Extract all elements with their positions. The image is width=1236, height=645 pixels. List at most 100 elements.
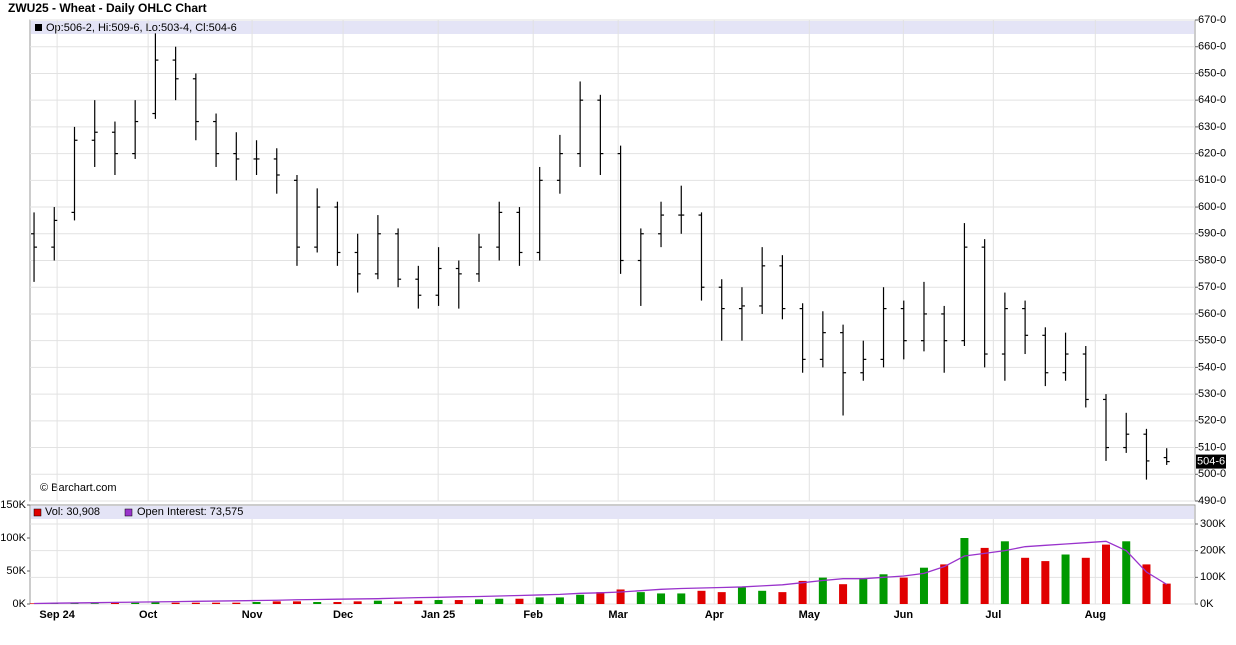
volume-bar <box>657 593 666 604</box>
last-price-label: 504-6 <box>1197 455 1225 467</box>
y-tick-label: 670-0 <box>1198 14 1226 26</box>
volume-bar <box>1061 554 1070 604</box>
oi-legend-swatch <box>124 508 133 517</box>
x-tick-label: Sep 24 <box>39 609 75 621</box>
volume-bar <box>394 601 403 604</box>
y-tick-label: 500-0 <box>1198 468 1226 480</box>
y-tick-label: 640-0 <box>1198 94 1226 106</box>
volume-bar <box>717 592 726 604</box>
volume-bar <box>980 547 989 604</box>
y-tick-label: 590-0 <box>1198 228 1226 240</box>
volume-bar <box>737 587 746 604</box>
y2-tick-label: 100K <box>1200 571 1226 583</box>
x-tick-label: Oct <box>139 609 158 621</box>
volume-bar <box>333 602 342 604</box>
volume-bar <box>879 574 888 604</box>
x-tick-label: Nov <box>242 609 264 621</box>
volume-bar <box>495 598 504 604</box>
volume-bar <box>576 594 585 604</box>
y2-tick-label: 300K <box>1200 518 1226 530</box>
y-tick-label: 490-0 <box>1198 495 1226 507</box>
volume-tick-label: 150K <box>0 499 26 511</box>
volume-bar <box>555 597 564 604</box>
ohlc-legend: Op:506-2, Hi:509-6, Lo:503-4, Cl:504-6 <box>46 22 237 34</box>
y-tick-label: 610-0 <box>1198 174 1226 186</box>
volume-bar <box>1000 541 1009 604</box>
volume-bar <box>616 589 625 604</box>
volume-bar <box>475 599 484 604</box>
volume-bar <box>636 592 645 604</box>
volume-bar <box>677 593 686 604</box>
volume-bar <box>454 600 463 604</box>
y-tick-label: 570-0 <box>1198 281 1226 293</box>
volume-bar <box>839 584 848 604</box>
y-tick-label: 660-0 <box>1198 41 1226 53</box>
volume-bar <box>353 601 362 604</box>
volume-tick-label: 100K <box>0 532 26 544</box>
y-tick-label: 550-0 <box>1198 335 1226 347</box>
x-tick-label: May <box>799 609 821 621</box>
volume-bar <box>191 602 200 604</box>
price-legend-swatch <box>35 24 42 31</box>
volume-panel <box>29 504 1196 605</box>
x-tick-label: Aug <box>1085 609 1106 621</box>
volume-bar <box>515 598 524 604</box>
volume-bar <box>292 601 301 604</box>
y-tick-label: 630-0 <box>1198 121 1226 133</box>
volume-legend-strip <box>31 506 1194 519</box>
volume-bar <box>859 578 868 604</box>
y-tick-label: 520-0 <box>1198 415 1226 427</box>
volume-bar <box>434 600 443 604</box>
y-tick-label: 620-0 <box>1198 148 1226 160</box>
volume-bar <box>818 577 827 604</box>
volume-bar <box>110 602 119 604</box>
volume-bar <box>899 577 908 604</box>
volume-bar <box>232 602 241 604</box>
x-tick-label: Dec <box>333 609 353 621</box>
chart-title: ZWU25 - Wheat - Daily OHLC Chart <box>8 1 207 15</box>
x-tick-label: Jun <box>894 609 914 621</box>
y2-tick-label: 0K <box>1200 598 1214 610</box>
volume-bar <box>252 602 261 604</box>
volume-bar <box>758 590 767 604</box>
volume-legend-swatch <box>33 508 42 517</box>
volume-bar <box>798 580 807 604</box>
volume-bar <box>131 602 140 604</box>
open-interest-line <box>34 540 1168 605</box>
volume-bar <box>940 564 949 604</box>
volume-bar <box>596 592 605 604</box>
y-tick-label: 540-0 <box>1198 361 1226 373</box>
y-tick-label: 650-0 <box>1198 67 1226 79</box>
watermark: © Barchart.com <box>40 482 117 494</box>
volume-tick-label: 50K <box>6 565 26 577</box>
volume-bar <box>414 600 423 604</box>
volume-bar <box>960 538 969 604</box>
volume-bar <box>1081 557 1090 604</box>
volume-bar <box>151 602 160 604</box>
volume-bar <box>535 597 544 604</box>
volume-bar <box>272 601 281 604</box>
x-tick-label: Jan 25 <box>421 609 455 621</box>
x-tick-label: Feb <box>523 609 543 621</box>
y-tick-label: 510-0 <box>1198 441 1226 453</box>
volume-bar <box>373 600 382 604</box>
last-price-box <box>1196 454 1226 469</box>
volume-bar <box>919 567 928 604</box>
volume-bar <box>313 602 322 604</box>
volume-bar <box>90 603 99 604</box>
volume-bar <box>778 592 787 604</box>
y-tick-label: 580-0 <box>1198 254 1226 266</box>
y2-tick-label: 200K <box>1200 545 1226 557</box>
volume-bar <box>1021 557 1030 604</box>
volume-bar <box>212 602 221 604</box>
oi-legend: Open Interest: 73,575 <box>137 506 243 518</box>
volume-bar <box>1122 541 1131 604</box>
volume-bar <box>1041 561 1050 604</box>
volume-tick-label: 0K <box>13 598 27 610</box>
volume-bar <box>1102 544 1111 604</box>
volume-legend: Vol: 30,908 <box>45 506 100 518</box>
volume-bar <box>1162 583 1171 604</box>
x-tick-label: Apr <box>705 609 725 621</box>
volume-bar <box>30 603 39 604</box>
